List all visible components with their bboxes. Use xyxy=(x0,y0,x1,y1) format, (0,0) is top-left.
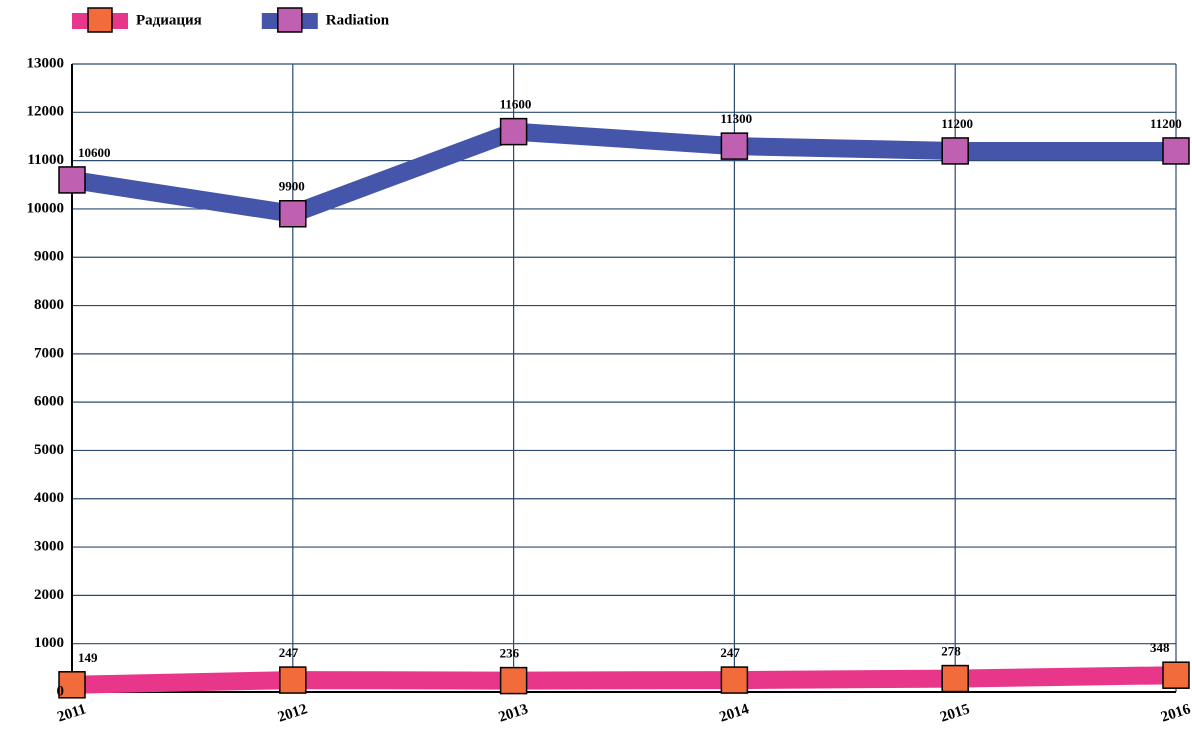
x-tick-label: 2011 xyxy=(55,701,88,725)
y-tick-label: 6000 xyxy=(34,394,64,410)
marker xyxy=(1162,137,1190,165)
legend-item: Radiation xyxy=(261,7,390,33)
marker xyxy=(279,200,307,228)
series-line xyxy=(70,122,1176,223)
legend-marker xyxy=(277,7,303,33)
x-tick-label: 2013 xyxy=(497,701,530,725)
x-tick-label: 2014 xyxy=(717,701,751,726)
marker xyxy=(58,671,86,699)
y-tick-label: 12000 xyxy=(27,104,65,120)
legend-label: Радиация xyxy=(136,12,202,28)
data-label: 149 xyxy=(78,650,98,665)
legend-marker xyxy=(87,7,113,33)
marker xyxy=(58,166,86,194)
data-label: 10600 xyxy=(78,145,111,160)
marker xyxy=(499,666,528,695)
y-tick-label: 3000 xyxy=(34,539,64,555)
y-tick-label: 5000 xyxy=(34,442,64,458)
marker xyxy=(279,666,307,694)
legend-item: Радиация xyxy=(72,7,202,33)
legend-label: Radiation xyxy=(326,12,390,28)
data-label: 11600 xyxy=(500,97,532,112)
data-label: 11200 xyxy=(941,116,973,131)
marker xyxy=(941,664,969,693)
data-label: 278 xyxy=(941,644,961,659)
marker xyxy=(499,117,528,146)
data-label: 247 xyxy=(720,645,740,660)
marker xyxy=(720,666,749,694)
data-label: 247 xyxy=(279,645,299,660)
y-tick-label: 9000 xyxy=(34,249,64,265)
y-tick-label: 11000 xyxy=(27,152,64,168)
plot: 149 247 236 247 278 348 10600 9900 11600 11300 112… xyxy=(58,97,1190,699)
y-tick-label: 10000 xyxy=(27,200,65,216)
data-label: 11200 xyxy=(1150,116,1182,131)
y-tick-label: 4000 xyxy=(34,490,64,506)
y-tick-label: 0 xyxy=(57,683,65,699)
marker xyxy=(1162,661,1190,689)
data-label: 11300 xyxy=(720,111,752,126)
y-tick-label: 2000 xyxy=(34,587,64,603)
y-tick-label: 8000 xyxy=(34,297,64,313)
series-line xyxy=(71,666,1177,694)
data-label: 9900 xyxy=(279,179,305,194)
x-tick-label: 2016 xyxy=(1159,701,1192,726)
marker xyxy=(720,132,749,160)
data-label: 236 xyxy=(500,646,520,661)
x-tick-label: 2015 xyxy=(938,701,971,725)
y-tick-label: 1000 xyxy=(34,635,64,651)
y-tick-label: 13000 xyxy=(27,55,65,71)
data-label: 348 xyxy=(1150,640,1170,655)
marker xyxy=(941,137,969,165)
y-tick-label: 7000 xyxy=(34,345,64,361)
x-tick-label: 2012 xyxy=(276,701,309,725)
